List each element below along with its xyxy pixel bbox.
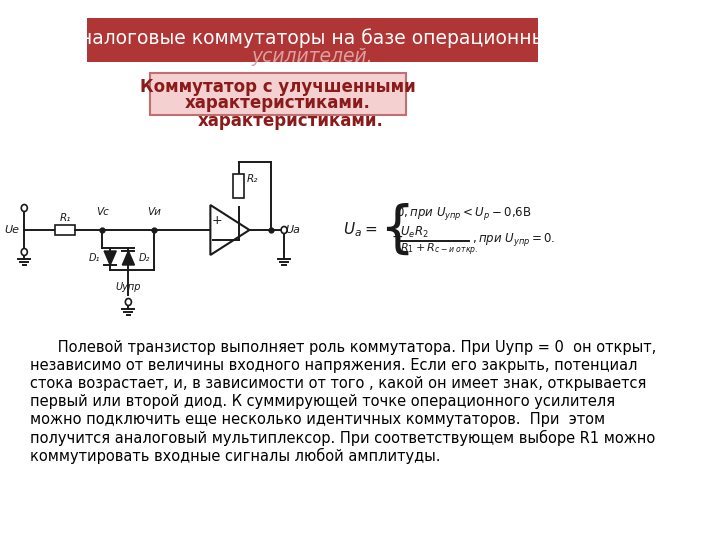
Text: Vи: Vи bbox=[148, 207, 161, 217]
Text: R₂: R₂ bbox=[246, 174, 258, 184]
Polygon shape bbox=[122, 251, 135, 265]
Polygon shape bbox=[210, 205, 249, 255]
Text: Полевой транзистор выполняет роль коммутатора. При Uупр = 0  он открыт,: Полевой транзистор выполняет роль коммут… bbox=[30, 340, 657, 355]
Text: Uупр: Uупр bbox=[116, 282, 141, 292]
Text: {: { bbox=[379, 203, 415, 257]
Text: Ua: Ua bbox=[286, 225, 301, 235]
Text: $U_eR_2$: $U_eR_2$ bbox=[400, 225, 428, 240]
Text: R₁: R₁ bbox=[59, 213, 71, 223]
Bar bbox=[233, 174, 244, 198]
Text: −: − bbox=[211, 233, 222, 247]
Bar bbox=[55, 225, 76, 235]
Text: $, при\ U_{упр} = 0.$: $, при\ U_{упр} = 0.$ bbox=[472, 232, 555, 248]
Text: Vc: Vc bbox=[96, 207, 109, 217]
Text: характеристиками.: характеристиками. bbox=[198, 112, 384, 130]
Text: усилителей.: усилителей. bbox=[251, 46, 373, 65]
Bar bbox=[86, 18, 538, 62]
Text: характеристиками.: характеристиками. bbox=[185, 94, 371, 112]
Text: $R_1 + R_{с-и\ откр.}$: $R_1 + R_{с-и\ откр.}$ bbox=[400, 242, 478, 258]
Text: коммутировать входные сигналы любой амплитуды.: коммутировать входные сигналы любой ампл… bbox=[30, 448, 441, 464]
Text: $0, при\ U_{упр} < U_p - 0{,}6\text{В}$: $0, при\ U_{упр} < U_p - 0{,}6\text{В}$ bbox=[397, 206, 532, 222]
Bar bbox=[150, 73, 406, 115]
Text: первый или второй диод. К суммирующей точке операционного усилителя: первый или второй диод. К суммирующей то… bbox=[30, 394, 616, 409]
Text: $-$: $-$ bbox=[391, 229, 403, 243]
Text: D₂: D₂ bbox=[139, 253, 150, 263]
Circle shape bbox=[281, 226, 287, 233]
Text: можно подключить еще несколько идентичных коммутаторов.  При  этом: можно подключить еще несколько идентичны… bbox=[30, 412, 606, 427]
Circle shape bbox=[125, 299, 132, 306]
Text: $U_a=$: $U_a=$ bbox=[343, 221, 377, 239]
Text: независимо от величины входного напряжения. Если его закрыть, потенциал: независимо от величины входного напряжен… bbox=[30, 358, 638, 373]
Circle shape bbox=[22, 248, 27, 255]
Text: D₁: D₁ bbox=[89, 253, 100, 263]
Text: получится аналоговый мультиплексор. При соответствующем выборе R1 можно: получится аналоговый мультиплексор. При … bbox=[30, 430, 656, 446]
Text: стока возрастает, и, в зависимости от того , какой он имеет знак, открывается: стока возрастает, и, в зависимости от то… bbox=[30, 376, 647, 391]
Text: Коммутатор с улучшенными: Коммутатор с улучшенными bbox=[140, 78, 416, 96]
Text: Аналоговые коммутаторы на базе операционных: Аналоговые коммутаторы на базе операцион… bbox=[67, 28, 557, 48]
Circle shape bbox=[22, 205, 27, 212]
Text: +: + bbox=[211, 213, 222, 226]
Polygon shape bbox=[104, 251, 116, 265]
Text: Ue: Ue bbox=[4, 225, 19, 235]
